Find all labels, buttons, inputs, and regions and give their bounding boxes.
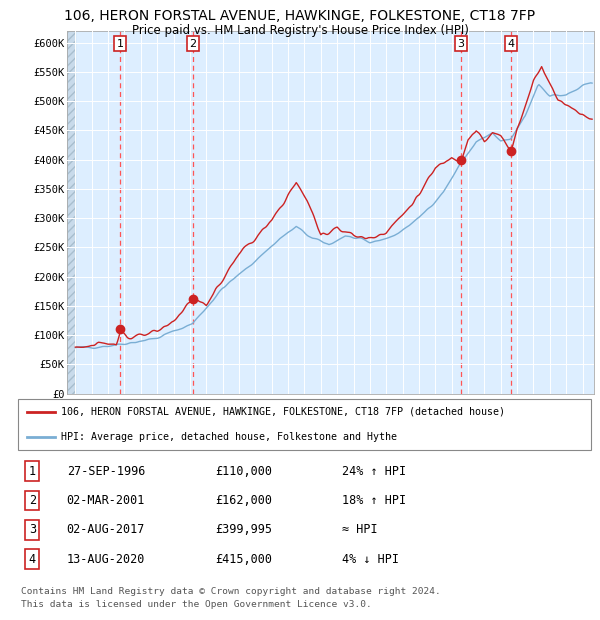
Text: 106, HERON FORSTAL AVENUE, HAWKINGE, FOLKESTONE, CT18 7FP: 106, HERON FORSTAL AVENUE, HAWKINGE, FOL… xyxy=(64,9,536,24)
Text: 24% ↑ HPI: 24% ↑ HPI xyxy=(342,465,406,478)
Text: HPI: Average price, detached house, Folkestone and Hythe: HPI: Average price, detached house, Folk… xyxy=(61,432,397,443)
Bar xyxy=(67,31,76,394)
Text: 2: 2 xyxy=(29,494,36,507)
Text: £162,000: £162,000 xyxy=(215,494,272,507)
Text: £415,000: £415,000 xyxy=(215,553,272,565)
Text: 13-AUG-2020: 13-AUG-2020 xyxy=(67,553,145,565)
Bar xyxy=(67,31,76,394)
Text: 27-SEP-1996: 27-SEP-1996 xyxy=(67,465,145,478)
Text: 02-MAR-2001: 02-MAR-2001 xyxy=(67,494,145,507)
Text: 1: 1 xyxy=(29,465,36,478)
Text: Price paid vs. HM Land Registry's House Price Index (HPI): Price paid vs. HM Land Registry's House … xyxy=(131,24,469,37)
Text: 3: 3 xyxy=(458,38,464,49)
Text: 2: 2 xyxy=(189,38,196,49)
Text: 4: 4 xyxy=(508,38,514,49)
Text: 4% ↓ HPI: 4% ↓ HPI xyxy=(342,553,399,565)
Text: 18% ↑ HPI: 18% ↑ HPI xyxy=(342,494,406,507)
Text: £399,995: £399,995 xyxy=(215,523,272,536)
Text: 1: 1 xyxy=(117,38,124,49)
Text: 02-AUG-2017: 02-AUG-2017 xyxy=(67,523,145,536)
FancyBboxPatch shape xyxy=(18,399,591,450)
Text: 4: 4 xyxy=(29,553,36,565)
Text: ≈ HPI: ≈ HPI xyxy=(342,523,377,536)
Text: 3: 3 xyxy=(29,523,36,536)
Text: £110,000: £110,000 xyxy=(215,465,272,478)
Text: Contains HM Land Registry data © Crown copyright and database right 2024.: Contains HM Land Registry data © Crown c… xyxy=(21,587,441,596)
Text: This data is licensed under the Open Government Licence v3.0.: This data is licensed under the Open Gov… xyxy=(21,600,372,609)
Text: 106, HERON FORSTAL AVENUE, HAWKINGE, FOLKESTONE, CT18 7FP (detached house): 106, HERON FORSTAL AVENUE, HAWKINGE, FOL… xyxy=(61,407,505,417)
